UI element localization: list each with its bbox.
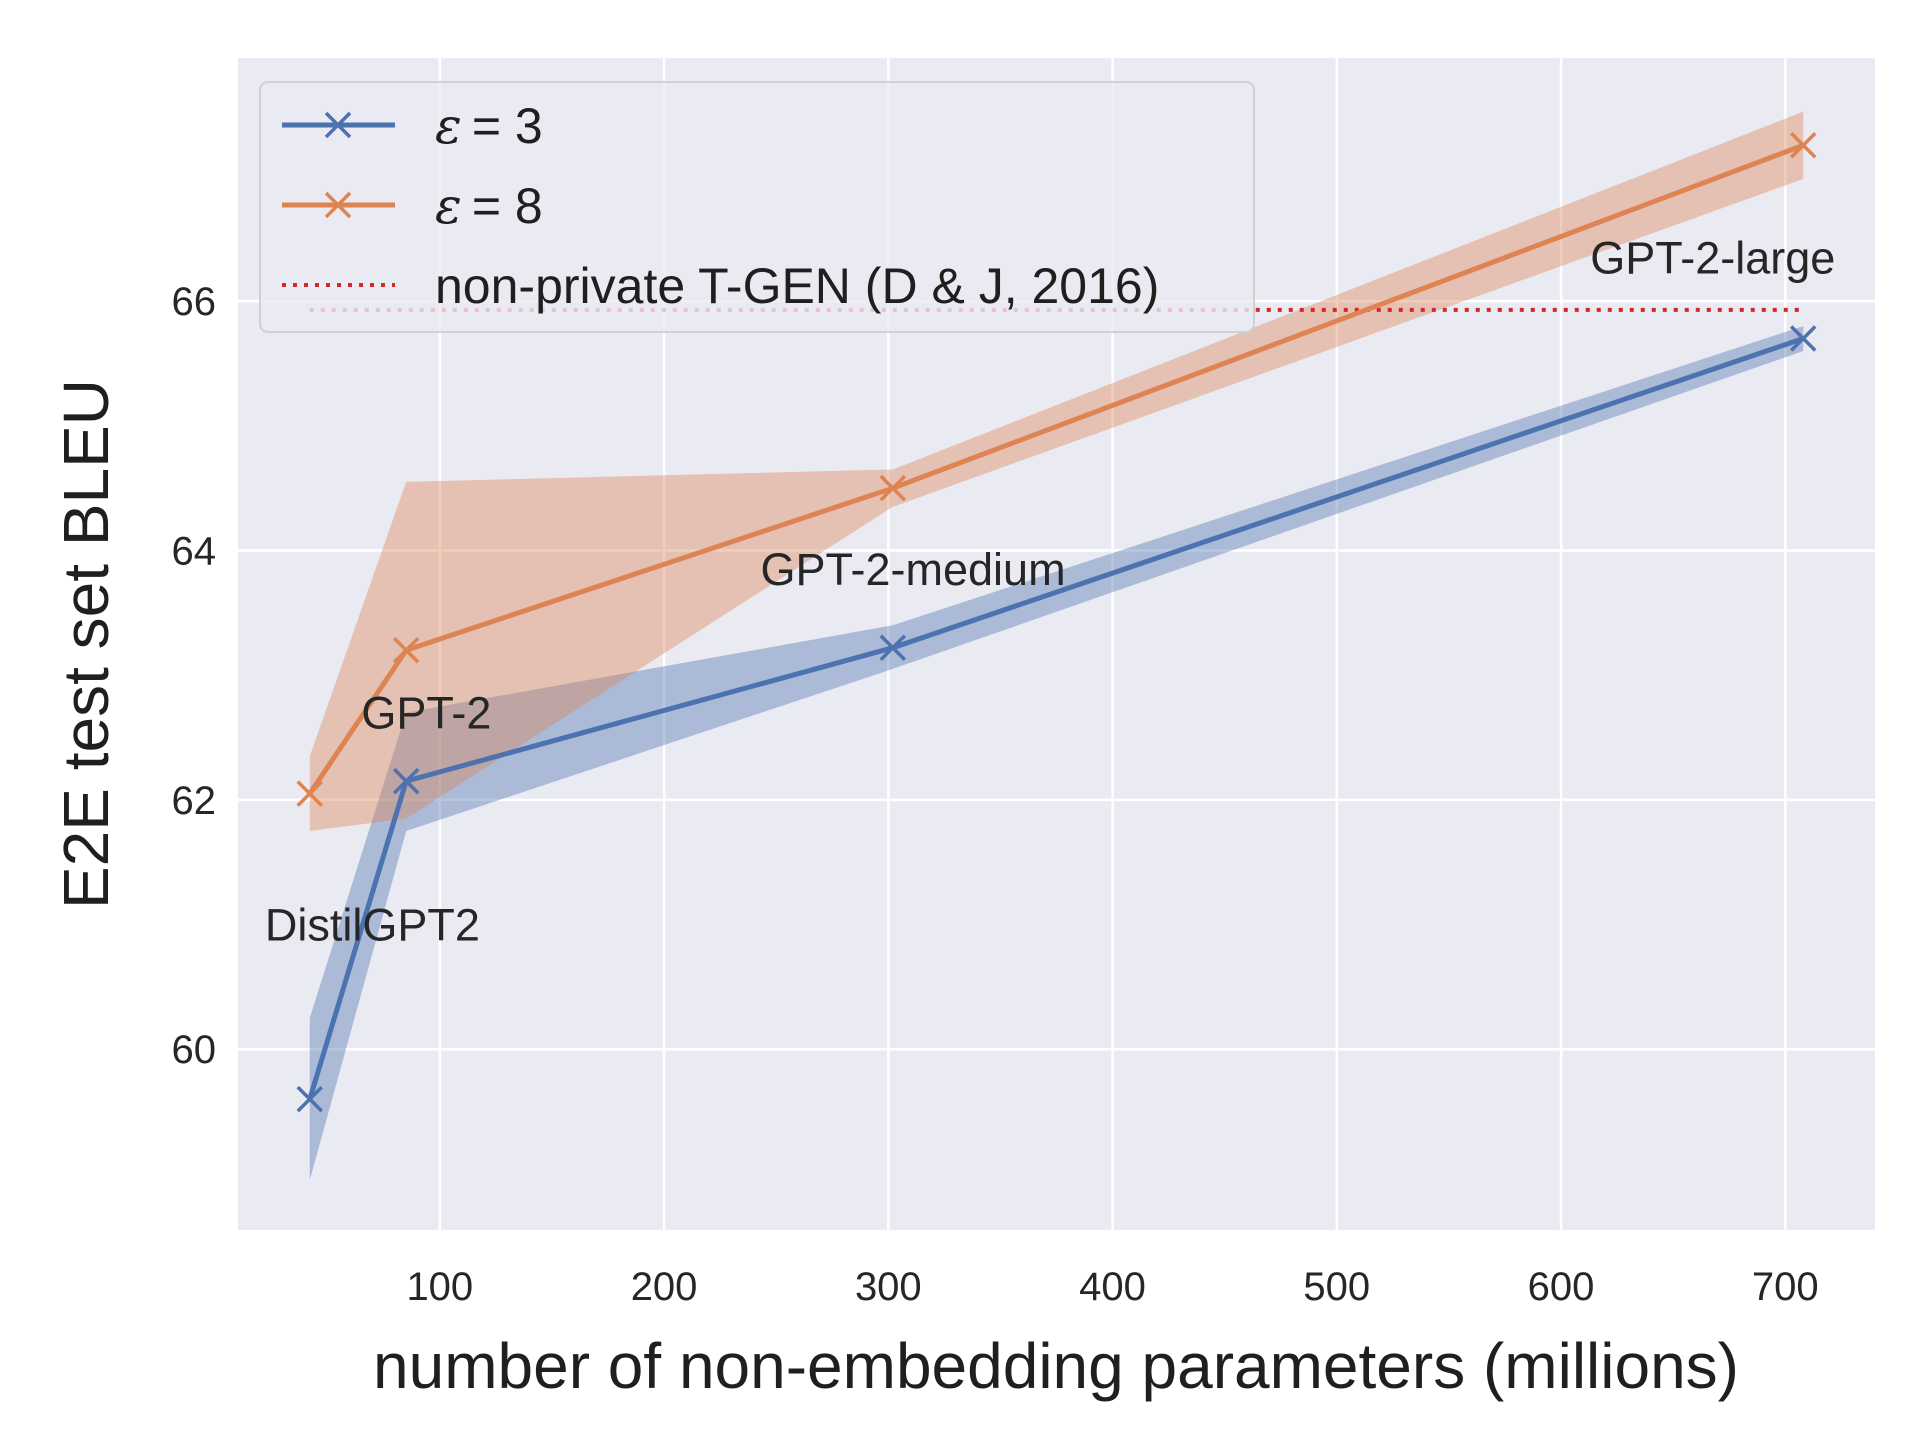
x-tick-label: 600 bbox=[1528, 1265, 1595, 1309]
legend-marker-stroke bbox=[324, 191, 352, 219]
legend-label-symbol: ε bbox=[435, 177, 462, 235]
legend-label-symbol: ε bbox=[435, 97, 462, 155]
series-lines bbox=[307, 142, 1805, 1100]
x-axis-title: number of non-embedding parameters (mill… bbox=[373, 1330, 1739, 1402]
confidence-band-eps3 bbox=[309, 326, 1804, 1181]
data-point-eps3 bbox=[1790, 325, 1817, 352]
legend-label-value: = 3 bbox=[472, 98, 543, 154]
x-tick-label: 400 bbox=[1079, 1265, 1146, 1309]
legend-marker-stroke bbox=[324, 111, 352, 139]
marker-stroke bbox=[1790, 132, 1817, 159]
legend-entry-reference: non-private T-GEN (D & J, 2016) bbox=[282, 258, 1159, 314]
legend-label: ε = 3 bbox=[435, 97, 543, 155]
series-line-eps8 bbox=[307, 142, 1805, 796]
x-tick-label: 500 bbox=[1303, 1265, 1370, 1309]
data-point-eps3 bbox=[296, 1085, 323, 1113]
annotations: DistilGPT2 GPT-2 GPT-2-medium GPT-2-large bbox=[265, 232, 1835, 950]
legend-entry-eps3: ε = 3 bbox=[282, 97, 543, 155]
series-line-eps3 bbox=[307, 336, 1805, 1100]
marker-stroke bbox=[879, 474, 907, 502]
x-tick-labels: 100 200 300 400 500 600 700 bbox=[406, 1265, 1818, 1309]
marker-stroke bbox=[296, 780, 323, 807]
legend-entry-eps8: ε = 8 bbox=[282, 177, 543, 235]
marker-stroke bbox=[1790, 325, 1817, 352]
y-tick-labels: 60 62 64 66 bbox=[172, 280, 217, 1072]
y-tick-label: 64 bbox=[172, 529, 217, 573]
annotation-label: GPT-2 bbox=[361, 688, 491, 739]
series-markers bbox=[296, 132, 1817, 1113]
legend-label-value: = 8 bbox=[472, 178, 543, 234]
x-tick-label: 100 bbox=[406, 1265, 473, 1309]
data-point-eps3 bbox=[392, 767, 420, 795]
data-point-eps8 bbox=[392, 636, 420, 664]
legend-label: non-private T-GEN (D & J, 2016) bbox=[435, 258, 1159, 314]
x-tick-label: 200 bbox=[631, 1265, 698, 1309]
confidence-bands bbox=[309, 111, 1804, 1181]
annotation-label: GPT-2-large bbox=[1590, 232, 1835, 283]
legend-label: ε = 8 bbox=[435, 177, 543, 235]
marker-stroke bbox=[879, 634, 907, 661]
annotation-label: GPT-2-medium bbox=[760, 544, 1065, 595]
x-tick-label: 300 bbox=[855, 1265, 922, 1309]
data-point-eps3 bbox=[879, 634, 907, 661]
marker-stroke bbox=[296, 1085, 323, 1113]
marker-stroke bbox=[392, 636, 420, 664]
data-point-eps8 bbox=[1790, 132, 1817, 159]
data-point-eps8 bbox=[296, 780, 323, 807]
confidence-band-eps8 bbox=[309, 111, 1804, 832]
y-tick-label: 60 bbox=[172, 1028, 217, 1072]
y-tick-label: 66 bbox=[172, 280, 217, 324]
y-axis-title: E2E test set BLEU bbox=[50, 379, 122, 909]
legend-frame bbox=[259, 81, 1255, 333]
data-point-eps8 bbox=[879, 474, 907, 502]
x-tick-label: 700 bbox=[1752, 1265, 1819, 1309]
marker-stroke bbox=[392, 767, 420, 795]
y-tick-label: 62 bbox=[172, 779, 217, 823]
annotation-label: DistilGPT2 bbox=[265, 900, 480, 951]
